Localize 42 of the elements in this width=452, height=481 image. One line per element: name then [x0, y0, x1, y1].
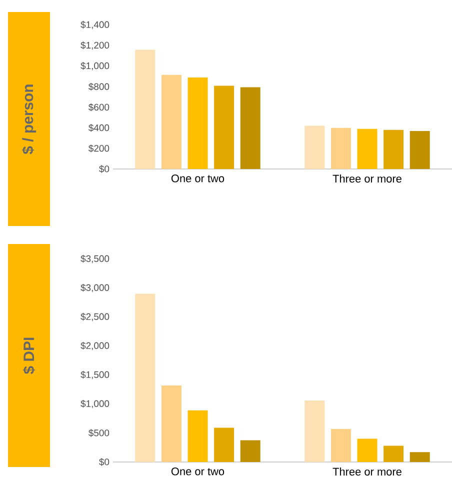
bar: [135, 50, 156, 170]
x-tick-label: One or two: [171, 174, 224, 182]
x-tick-label: Three or more: [332, 174, 402, 183]
y-tick-label: $3,000: [80, 284, 110, 292]
bar: [304, 400, 325, 462]
bar: [330, 428, 351, 462]
y-axis-title: $ / person: [22, 84, 36, 154]
y-tick-label: $2,000: [80, 342, 110, 350]
bar: [357, 438, 378, 462]
bar: [357, 128, 378, 170]
x-tick-label: Three or more: [332, 468, 402, 476]
y-tick-label: $600: [88, 103, 110, 112]
y-tick-label: $0: [99, 458, 110, 466]
y-tick-label: $1,000: [80, 400, 110, 408]
y-tick-label: $1,000: [80, 62, 110, 70]
bar: [214, 428, 234, 462]
bar: [188, 77, 208, 170]
bar: [240, 440, 260, 462]
bar: [410, 452, 430, 462]
y-tick-label: $400: [88, 124, 110, 132]
y-axis-title: $ DPI: [22, 338, 36, 374]
y-tick-label: $3,500: [80, 254, 110, 264]
x-tick-label: One or two: [171, 468, 224, 476]
bar: [188, 410, 208, 462]
y-tick-label: $1,400: [80, 20, 110, 30]
y-tick-label: $0: [99, 165, 110, 173]
y-tick-label: $800: [88, 82, 110, 91]
bar: [410, 130, 430, 170]
y-tick-label: $1,500: [80, 370, 110, 380]
y-tick-label: $200: [88, 144, 110, 152]
y-tick-label: $500: [88, 429, 110, 437]
bar: [330, 128, 351, 170]
y-tick-label: $2,500: [80, 312, 110, 322]
y-tick-label: $1,200: [80, 41, 110, 50]
bar: [161, 74, 182, 170]
bar: [384, 446, 404, 462]
bar: [384, 130, 404, 170]
bar: [240, 87, 260, 170]
bar: [135, 294, 156, 462]
bar: [214, 86, 234, 170]
bar: [161, 385, 182, 462]
bar: [304, 126, 325, 170]
